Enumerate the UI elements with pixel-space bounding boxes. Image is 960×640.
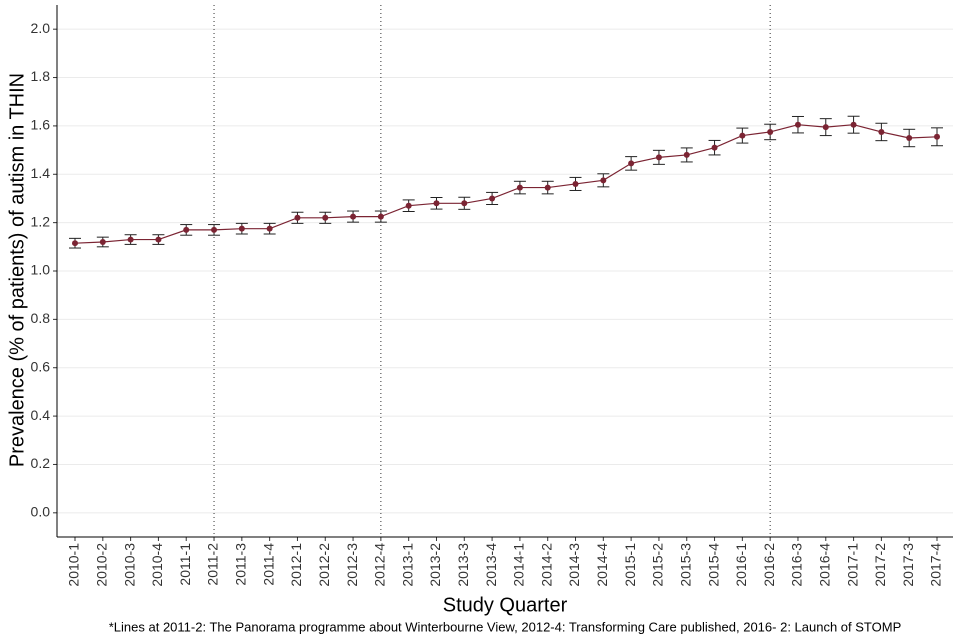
x-tick-label: 2010-4 [149,543,165,587]
x-tick-label: 2012-3 [344,543,360,587]
y-tick-label: 2.0 [31,20,51,36]
point [266,225,273,232]
point [183,226,190,233]
x-tick-label: 2014-3 [566,543,582,587]
x-tick-label: 2015-3 [677,543,693,587]
x-tick-label: 2011-1 [177,543,193,586]
point [683,151,690,158]
point [822,124,829,131]
y-tick-label: 0.2 [31,455,51,471]
point [99,238,106,245]
point [72,240,78,247]
y-tick-label: 0.4 [31,407,51,423]
point [878,128,885,135]
y-tick-label: 0.0 [31,504,51,520]
x-tick-label: 2017-3 [900,543,916,587]
x-tick-label: 2011-4 [260,543,276,586]
point [238,225,245,232]
point [516,184,523,191]
x-tick-label: 2012-4 [372,543,388,587]
x-axis-label: Study Quarter [443,594,568,616]
point [934,133,940,140]
x-tick-label: 2016-3 [789,543,805,587]
point [794,121,801,128]
point [350,213,357,220]
x-tick-label: 2010-2 [94,543,110,587]
x-tick-label: 2012-2 [316,543,332,587]
x-tick-label: 2013-3 [455,543,471,587]
y-tick-label: 1.6 [31,117,51,133]
point [322,214,329,221]
x-tick-label: 2011-2 [205,543,221,586]
point [489,195,496,202]
x-tick-label: 2017-2 [872,543,888,587]
point [850,121,857,128]
x-tick-label: 2016-1 [733,543,749,587]
point [711,144,718,151]
point [294,214,301,221]
series-line [74,124,938,244]
y-axis-label: Prevalence (% of patients) of autism in … [6,73,28,467]
x-tick-label: 2010-1 [66,543,82,587]
x-tick-label: 2012-1 [288,543,304,587]
x-tick-label: 2017-4 [928,543,944,587]
x-tick-label: 2015-1 [622,543,638,587]
point [155,236,162,243]
x-tick-label: 2014-4 [594,543,610,587]
point [377,213,384,220]
point [600,177,607,184]
x-tick-label: 2016-2 [761,543,777,587]
x-tick-label: 2015-4 [705,543,721,587]
point [127,236,134,243]
point [572,180,579,187]
x-tick-label: 2013-1 [399,543,415,587]
point [544,184,551,191]
y-tick-label: 1.8 [31,68,51,84]
y-tick-label: 0.8 [31,310,51,326]
y-tick-label: 1.0 [31,262,51,278]
y-tick-label: 1.4 [31,165,51,181]
point [405,202,412,209]
point [767,128,774,135]
x-tick-label: 2010-3 [121,543,137,587]
point [628,160,635,167]
x-tick-label: 2011-3 [233,543,249,586]
y-tick-label: 1.2 [31,213,51,229]
point [739,132,746,139]
footnote: *Lines at 2011-2: The Panorama programme… [109,619,902,634]
x-tick-label: 2015-2 [650,543,666,587]
y-tick-label: 0.6 [31,358,51,374]
point [655,154,662,161]
point [211,226,218,233]
x-tick-label: 2013-2 [427,543,443,587]
x-tick-label: 2014-1 [511,543,527,587]
point [433,200,440,207]
x-tick-label: 2013-4 [483,543,499,587]
point [906,135,913,141]
x-tick-label: 2016-4 [816,543,832,587]
x-tick-label: 2014-2 [538,543,554,587]
point [461,200,468,207]
x-tick-label: 2017-1 [844,543,860,587]
